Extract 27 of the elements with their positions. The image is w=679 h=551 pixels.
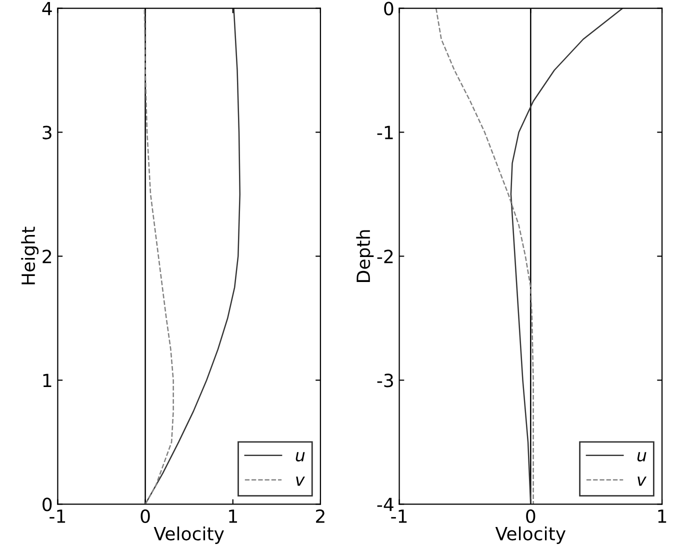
line-series bbox=[510, 8, 624, 504]
y-tick-label: 4 bbox=[42, 2, 52, 16]
y-tick-label: 1 bbox=[43, 374, 52, 388]
y-tick-label: -1 bbox=[377, 126, 393, 140]
legend-label: v bbox=[296, 476, 305, 486]
x-tick-label: 2 bbox=[316, 509, 324, 523]
y-tick-label: 0 bbox=[42, 498, 52, 512]
y-tick-label: -4 bbox=[377, 498, 394, 512]
x-tick-label: 1 bbox=[229, 510, 237, 523]
y-tick-label: 3 bbox=[42, 126, 52, 140]
y-tick-label: -3 bbox=[377, 374, 393, 388]
x-axis-title: Velocity bbox=[154, 526, 224, 544]
y-axis-title: Depth bbox=[356, 230, 374, 282]
line-series bbox=[144, 8, 174, 504]
y-tick-label: -2 bbox=[377, 250, 393, 264]
x-tick-label: 0 bbox=[140, 509, 150, 523]
x-tick-label: 1 bbox=[658, 510, 666, 523]
legend-label: v bbox=[638, 476, 647, 486]
y-tick-label: 2 bbox=[42, 250, 52, 264]
x-tick-label: 0 bbox=[526, 509, 536, 523]
y-tick-label: 0 bbox=[384, 2, 394, 16]
legend-label: u bbox=[296, 452, 305, 462]
legend-label: u bbox=[637, 452, 646, 462]
y-axis-title: Height bbox=[21, 226, 39, 284]
x-axis-title: Velocity bbox=[495, 526, 566, 544]
line-series bbox=[435, 8, 534, 504]
x-tick-label: -1 bbox=[391, 510, 407, 523]
